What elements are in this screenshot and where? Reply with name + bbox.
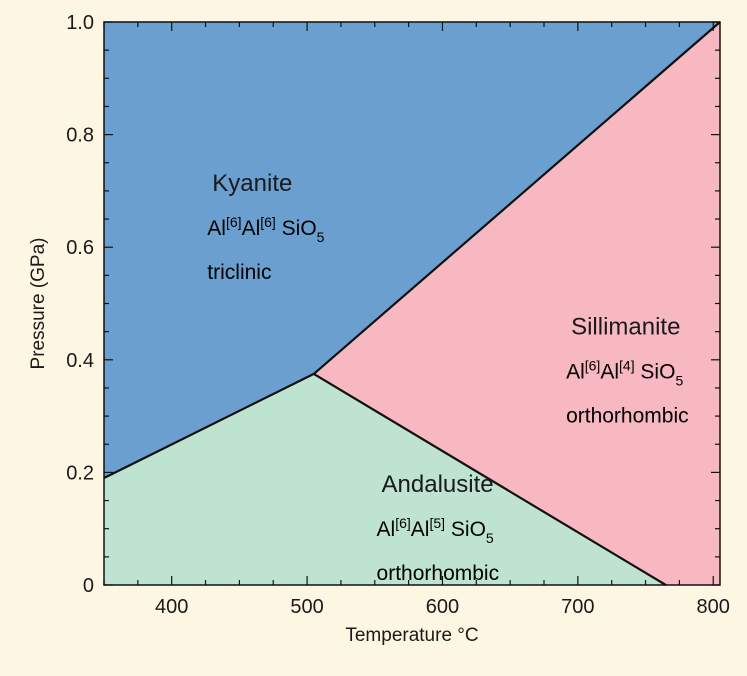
x-axis: 400 500 600 700 800: [103, 22, 730, 618]
x-axis-title: Temperature °C: [345, 625, 478, 646]
y-tick-label: 0.6: [66, 237, 94, 259]
boundary-andalusite-sillimanite: [313, 372, 667, 586]
region-kyanite: [104, 22, 720, 478]
phase-formula: Al[6]Al[4] SiO5: [566, 357, 683, 388]
phase-labels: Kyanite Al[6]Al[6] SiO5 triclinic Sillimani…: [207, 170, 688, 585]
phase-name: Kyanite: [212, 170, 292, 197]
phase-name: Andalusite: [382, 471, 494, 498]
region-andalusite: [104, 373, 666, 585]
crystal-system: triclinic: [207, 261, 271, 284]
label-andalusite: Andalusite Al[6]Al[5] SiO5 orthorhombic: [377, 471, 500, 585]
phase-name: Sillimanite: [571, 313, 680, 340]
x-tick-label: 400: [155, 596, 188, 618]
x-tick-label: 600: [426, 596, 459, 618]
x-tick-label: 500: [290, 596, 323, 618]
phase-formula: Al[6]Al[6] SiO5: [207, 214, 324, 245]
crystal-system: orthorhombic: [566, 404, 689, 427]
region-sillimanite: [313, 22, 720, 585]
x-tick-label: 700: [561, 596, 594, 618]
crystal-system: orthorhombic: [377, 562, 500, 585]
phase-formula: Al[6]Al[5] SiO5: [377, 515, 494, 546]
y-tick-label: 0.8: [66, 125, 94, 147]
y-tick-label: 1.0: [66, 12, 94, 34]
label-kyanite: Kyanite Al[6]Al[6] SiO5 triclinic: [207, 170, 324, 284]
phase-regions: [104, 22, 720, 585]
y-tick-label: 0.2: [66, 462, 94, 484]
y-tick-label: 0: [83, 575, 94, 597]
y-axis: 0 0.2 0.4 0.6 0.8 1.0: [66, 12, 720, 597]
y-axis-title: Pressure (GPa): [28, 238, 49, 370]
y-tick-label: 0.4: [66, 350, 94, 372]
phase-boundaries: [103, 21, 721, 586]
label-sillimanite: Sillimanite Al[6]Al[4] SiO5 orthorhombic: [566, 313, 689, 427]
x-tick-label: 800: [697, 596, 730, 618]
boundary-kyanite-sillimanite: [313, 21, 721, 375]
boundary-kyanite-andalusite: [103, 372, 315, 479]
